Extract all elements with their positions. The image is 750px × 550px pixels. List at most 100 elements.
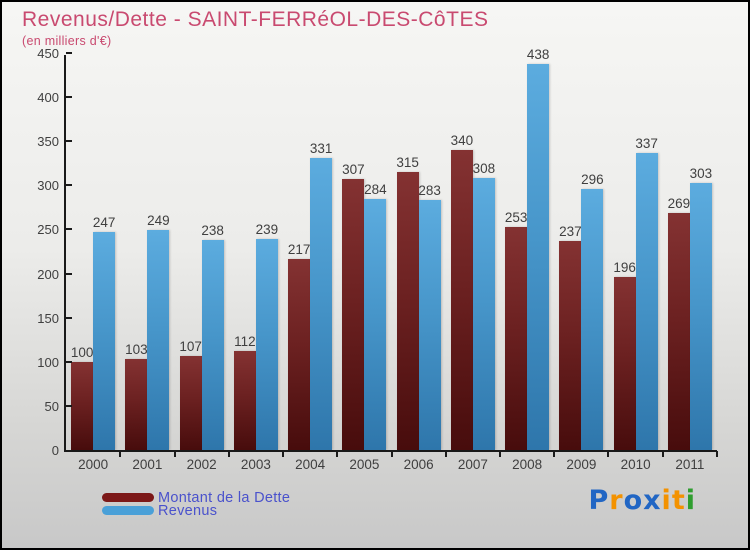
dette-bar: 103 bbox=[125, 342, 148, 450]
revenus-bar: 331 bbox=[310, 141, 332, 450]
dette-bar: 307 bbox=[342, 162, 365, 450]
chart-subtitle: (en milliers d'€) bbox=[22, 34, 112, 48]
dette-bar: 196 bbox=[613, 260, 636, 450]
bar-value-label: 331 bbox=[309, 141, 333, 156]
proxiti-logo: Proxiti bbox=[588, 485, 696, 516]
y-axis-tick bbox=[66, 228, 72, 231]
y-axis-tick bbox=[66, 52, 72, 54]
bar-value-label: 269 bbox=[667, 195, 691, 211]
dette-bar: 253 bbox=[505, 210, 527, 450]
dette-bar: 112 bbox=[233, 334, 256, 450]
revenus-bar: 247 bbox=[93, 215, 115, 450]
bar-value-label: 296 bbox=[581, 171, 604, 187]
x-axis-label: 2010 bbox=[620, 457, 651, 472]
bar-value-label: 340 bbox=[450, 133, 474, 148]
bar-group: 237 296 2009 bbox=[554, 55, 608, 472]
bar-value-label: 217 bbox=[287, 241, 311, 257]
y-axis-tick bbox=[66, 272, 72, 275]
bar-value-label: 308 bbox=[472, 161, 496, 177]
legend-label-dette: Montant de la Dette bbox=[158, 489, 291, 506]
dette-bar: 107 bbox=[179, 339, 202, 450]
y-axis-label: 350 bbox=[37, 134, 59, 150]
x-axis-label: 2002 bbox=[186, 457, 217, 472]
x-axis-label: 2000 bbox=[78, 457, 109, 472]
x-axis-tick bbox=[119, 451, 122, 457]
dette-bar: 315 bbox=[396, 155, 419, 450]
y-axis-label: 100 bbox=[37, 354, 59, 370]
x-axis-tick bbox=[499, 451, 501, 457]
legend-label-revenus: Revenus bbox=[158, 502, 218, 519]
revenus-bar: 238 bbox=[201, 223, 224, 450]
bar-group: 100 247 2000 bbox=[66, 55, 120, 472]
bar-value-label: 337 bbox=[635, 135, 658, 151]
x-axis-tick bbox=[444, 451, 447, 457]
bar-group: 307 284 2005 bbox=[337, 55, 391, 472]
x-axis-tick bbox=[607, 451, 610, 457]
x-axis-label: 2001 bbox=[132, 457, 163, 472]
y-axis-tick bbox=[66, 140, 72, 143]
bar-value-label: 284 bbox=[364, 182, 387, 198]
x-axis-tick bbox=[281, 451, 284, 457]
bar-group: 340 308 2007 bbox=[446, 55, 500, 472]
bar-group: 112 239 2003 bbox=[229, 55, 283, 472]
logo-letter: r bbox=[609, 485, 624, 516]
bar-value-label: 196 bbox=[613, 260, 636, 276]
y-axis-label: 200 bbox=[37, 266, 59, 282]
chart-title: Revenus/Dette - SAINT-FERRéOL-DES-CôTES bbox=[22, 8, 489, 31]
bar-group: 253 438 2008 bbox=[500, 47, 554, 472]
x-axis-label: 2004 bbox=[295, 457, 326, 472]
x-axis-label: 2008 bbox=[512, 457, 543, 472]
bar-value-label: 315 bbox=[396, 155, 419, 171]
logo-letter: i bbox=[685, 485, 696, 516]
bar-group: 217 331 2004 bbox=[283, 55, 337, 472]
revenus-bar: 284 bbox=[364, 182, 387, 450]
dette-bar: 217 bbox=[288, 242, 310, 450]
x-axis-label: 2003 bbox=[240, 457, 271, 472]
logo-letter: o bbox=[623, 485, 644, 516]
bar-value-label: 103 bbox=[125, 342, 148, 358]
x-axis-label: 2005 bbox=[349, 457, 380, 472]
bar-value-label: 249 bbox=[147, 213, 170, 229]
bar-group: 315 283 2006 bbox=[392, 55, 446, 472]
y-axis-tick bbox=[66, 360, 72, 363]
y-axis-label: 150 bbox=[37, 310, 59, 326]
bar-value-label: 438 bbox=[526, 46, 550, 62]
x-axis-label: 2009 bbox=[566, 457, 597, 472]
revenus-bar: 308 bbox=[473, 161, 495, 450]
x-axis-tick bbox=[661, 451, 664, 457]
y-axis-label: 250 bbox=[37, 222, 59, 238]
x-axis-label: 2007 bbox=[457, 457, 488, 472]
revenus-bar: 438 bbox=[527, 47, 549, 450]
revenus-bar: 239 bbox=[256, 222, 278, 450]
revenus-bar: 296 bbox=[581, 172, 604, 450]
bar-value-label: 283 bbox=[418, 183, 441, 199]
bar-value-label: 253 bbox=[504, 209, 528, 225]
revenus-color-swatch bbox=[102, 506, 154, 515]
revenus-bar: 283 bbox=[418, 183, 441, 450]
logo-letter: i bbox=[661, 485, 672, 516]
bar-value-label: 100 bbox=[70, 344, 94, 360]
dette-bar: 340 bbox=[451, 133, 473, 450]
y-axis-tick bbox=[66, 316, 72, 319]
x-axis-tick bbox=[390, 451, 393, 457]
y-axis-label: 400 bbox=[37, 90, 59, 106]
bar-value-label: 112 bbox=[234, 334, 256, 350]
x-axis-label: 2011 bbox=[675, 457, 705, 472]
x-axis-tick bbox=[227, 451, 230, 457]
logo-letter: P bbox=[588, 485, 610, 516]
y-axis-label: 450 bbox=[37, 46, 59, 61]
revenus-bar: 249 bbox=[147, 213, 170, 450]
dette-color-swatch bbox=[102, 493, 154, 502]
bar-group: 107 238 2002 bbox=[175, 55, 229, 472]
y-axis-label: 50 bbox=[44, 398, 59, 414]
y-axis-label: 0 bbox=[51, 443, 59, 458]
x-axis-tick bbox=[716, 451, 718, 457]
bar-value-label: 247 bbox=[92, 215, 116, 231]
dette-bar: 100 bbox=[71, 345, 93, 450]
bar-group: 196 337 2010 bbox=[609, 55, 663, 472]
bar-value-label: 237 bbox=[559, 223, 582, 239]
legend-item-dette: Montant de la Dette bbox=[102, 489, 291, 506]
bar-value-label: 107 bbox=[179, 338, 202, 354]
bar-value-label: 307 bbox=[342, 162, 365, 178]
